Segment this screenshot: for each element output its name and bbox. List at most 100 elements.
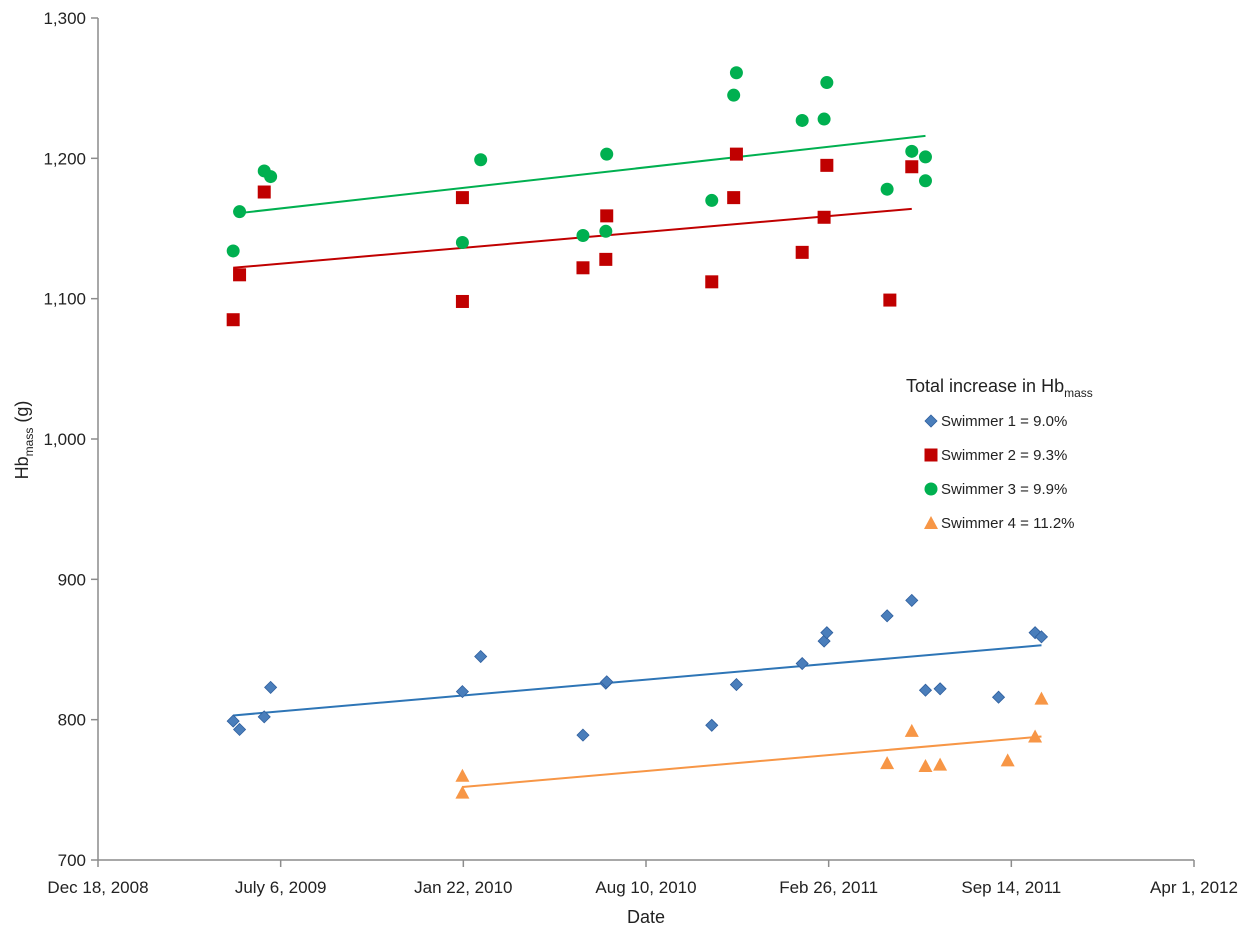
data-point-swimmer-1 xyxy=(576,728,590,742)
data-point-swimmer-3 xyxy=(918,174,932,188)
y-tick-label: 1,300 xyxy=(43,9,86,28)
data-point-swimmer-2 xyxy=(820,158,834,172)
data-point-swimmer-2 xyxy=(795,245,809,259)
legend-label-swimmer-3: Swimmer 3 = 9.9% xyxy=(941,481,1067,498)
data-point-swimmer-3 xyxy=(455,236,469,250)
data-point-swimmer-1 xyxy=(933,682,947,696)
data-point-swimmer-3 xyxy=(880,182,894,196)
data-point-swimmer-3 xyxy=(729,66,743,80)
data-point-swimmer-2 xyxy=(729,147,743,161)
data-point-swimmer-2 xyxy=(905,160,919,174)
data-point-swimmer-1 xyxy=(1034,630,1049,644)
data-point-swimmer-4 xyxy=(455,785,470,799)
data-point-swimmer-4 xyxy=(880,756,895,770)
data-point-swimmer-3 xyxy=(600,147,614,161)
y-axis-title-sub: mass xyxy=(22,428,36,457)
trend-line-swimmer-2 xyxy=(233,207,912,269)
y-tick-label: 800 xyxy=(58,711,86,730)
trend-line-swimmer-4 xyxy=(462,735,1042,789)
legend-marker-swimmer-3 xyxy=(924,482,938,496)
data-point-swimmer-3 xyxy=(918,150,932,164)
legend-label-swimmer-2: Swimmer 2 = 9.3% xyxy=(941,447,1067,464)
trend-lines xyxy=(233,134,1042,789)
y-tick-label: 900 xyxy=(58,570,86,589)
data-point-swimmer-1 xyxy=(991,690,1006,704)
data-point-swimmer-3 xyxy=(474,153,488,167)
x-tick-label: Dec 18, 2008 xyxy=(47,878,148,897)
data-point-swimmer-4 xyxy=(904,723,919,737)
data-point-swimmer-1 xyxy=(233,722,247,737)
x-tick-label: Aug 10, 2010 xyxy=(595,878,696,897)
x-tick-label: Feb 26, 2011 xyxy=(779,878,878,897)
data-point-swimmer-2 xyxy=(455,191,469,205)
data-point-swimmer-3 xyxy=(795,113,809,127)
data-point-swimmer-1 xyxy=(600,675,614,689)
data-point-swimmer-1 xyxy=(729,678,743,692)
data-point-swimmer-2 xyxy=(233,268,247,282)
data-point-swimmer-2 xyxy=(817,210,831,224)
data-point-swimmer-2 xyxy=(883,293,897,307)
y-tick-label: 1,200 xyxy=(43,149,86,168)
data-point-swimmer-4 xyxy=(455,768,470,782)
data-point-swimmer-1 xyxy=(820,626,834,640)
trend-line-swimmer-3 xyxy=(239,134,926,215)
data-point-swimmer-4 xyxy=(1000,753,1015,767)
data-point-swimmer-1 xyxy=(264,680,278,694)
legend-marker-swimmer-4 xyxy=(924,516,938,529)
legend-title-sub: mass xyxy=(1064,386,1093,400)
data-point-swimmer-3 xyxy=(233,205,247,219)
data-point-swimmer-2 xyxy=(705,275,719,289)
legend-marker-swimmer-2 xyxy=(924,448,938,462)
y-axis-title: Hbmass (g) xyxy=(12,401,36,480)
data-point-swimmer-2 xyxy=(576,261,590,275)
data-point-swimmer-1 xyxy=(905,593,919,607)
data-point-swimmer-3 xyxy=(820,76,834,90)
data-point-swimmer-2 xyxy=(599,252,613,266)
data-point-swimmer-4 xyxy=(1034,691,1049,705)
y-tick-label: 700 xyxy=(58,851,86,870)
data-point-swimmer-1 xyxy=(455,685,469,699)
data-point-swimmer-4 xyxy=(918,758,933,772)
legend-label-swimmer-1: Swimmer 1 = 9.0% xyxy=(941,413,1067,430)
y-tick-label: 1,100 xyxy=(43,290,86,309)
data-point-swimmer-2 xyxy=(727,191,741,205)
y-axis-title-main: Hb xyxy=(12,456,32,479)
trend-line-swimmer-1 xyxy=(233,644,1042,717)
data-point-swimmer-1 xyxy=(705,718,719,732)
data-point-swimmer-2 xyxy=(600,209,614,223)
data-point-swimmer-3 xyxy=(727,88,741,102)
data-point-swimmer-1 xyxy=(880,609,894,623)
data-point-swimmer-3 xyxy=(817,112,831,126)
data-point-swimmer-1 xyxy=(795,656,809,671)
data-point-swimmer-3 xyxy=(226,244,240,258)
x-tick-label: Sep 14, 2011 xyxy=(961,878,1061,897)
legend: Total increase in Hbmass Swimmer 1 = 9.0… xyxy=(906,376,1093,532)
x-tick-label: Apr 1, 2012 xyxy=(1150,878,1238,897)
data-point-swimmer-1 xyxy=(257,710,271,724)
y-tick-label: 1,000 xyxy=(43,430,86,449)
data-markers xyxy=(226,66,1049,799)
data-point-swimmer-3 xyxy=(264,170,278,184)
data-point-swimmer-3 xyxy=(705,193,719,207)
data-point-swimmer-2 xyxy=(257,185,271,199)
legend-label-swimmer-4: Swimmer 4 = 11.2% xyxy=(941,515,1075,532)
data-point-swimmer-4 xyxy=(1028,729,1043,743)
x-tick-label: July 6, 2009 xyxy=(235,878,327,897)
x-tick-label: Jan 22, 2010 xyxy=(414,878,512,897)
data-point-swimmer-2 xyxy=(226,313,240,327)
data-point-swimmer-1 xyxy=(474,649,488,664)
data-point-swimmer-3 xyxy=(905,144,919,158)
axes: 700 800 900 1,000 1,100 1,200 1,300 Dec 18, 200… xyxy=(43,9,1238,897)
x-axis-title: Date xyxy=(627,907,665,927)
data-point-swimmer-1 xyxy=(918,683,933,697)
y-axis-title-unit: (g) xyxy=(12,401,32,428)
data-point-swimmer-3 xyxy=(576,229,590,243)
legend-items: Swimmer 1 = 9.0% Swimmer 2 = 9.3% Swimmer … xyxy=(924,413,1075,532)
data-point-swimmer-3 xyxy=(599,224,613,238)
legend-marker-swimmer-1 xyxy=(924,414,938,428)
data-point-swimmer-1 xyxy=(226,714,240,728)
data-point-swimmer-2 xyxy=(455,294,469,308)
data-point-swimmer-4 xyxy=(933,757,948,771)
legend-title-main: Total increase in Hb xyxy=(906,376,1064,396)
